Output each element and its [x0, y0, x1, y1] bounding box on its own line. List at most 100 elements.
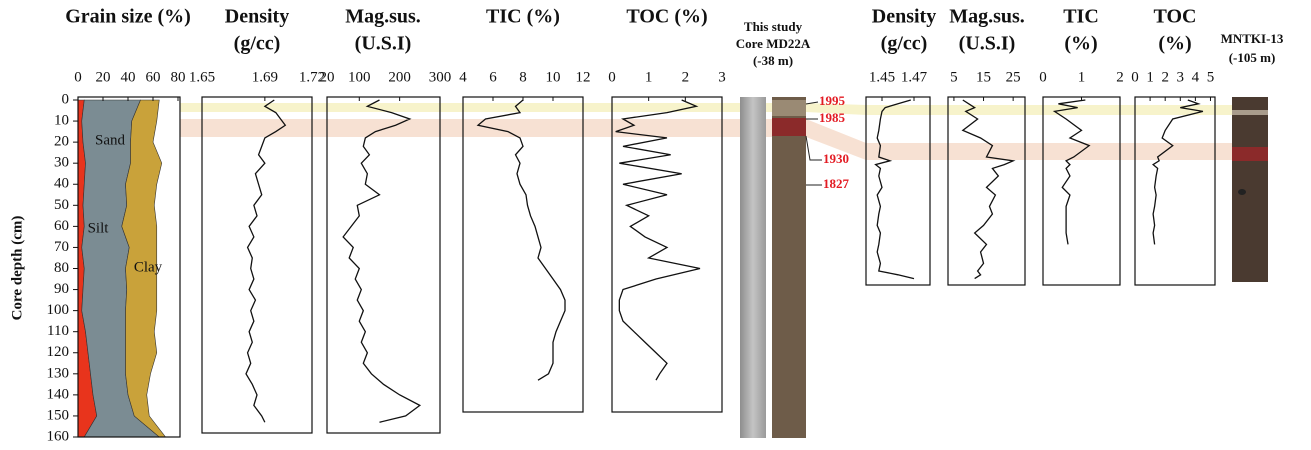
x-tick-label: 2: [682, 69, 690, 85]
panel-title: (g/cc): [881, 33, 928, 55]
x-tick-label: 1: [645, 69, 653, 85]
x-tick-label: 12: [576, 69, 591, 85]
panel-title: Density: [225, 6, 289, 28]
x-tick-label: 1.45: [869, 69, 895, 85]
x-tick-label: 5: [1207, 69, 1215, 85]
core-layer: [1232, 147, 1268, 161]
core-xray: [740, 97, 766, 438]
core-label: (-105 m): [1229, 50, 1276, 65]
core-layer: [772, 100, 806, 116]
profile-line: [245, 99, 287, 423]
y-axis-title: Core depth (cm): [9, 216, 25, 321]
panel-frame: [947, 96, 1026, 286]
date-label: 1930: [823, 151, 849, 166]
x-tick-label: 0: [1131, 69, 1139, 85]
x-tick-label: 60: [146, 69, 161, 85]
profile-line: [1152, 99, 1204, 245]
x-tick-label: 2: [1161, 69, 1169, 85]
date-label: 1827: [823, 176, 850, 191]
profile-line: [342, 99, 422, 423]
profile-line: [874, 99, 915, 280]
x-tick-label: 8: [519, 69, 527, 85]
y-tick-label: 10: [54, 113, 69, 129]
panel-title: (U.S.I): [959, 33, 1016, 55]
panel-title: TIC: [1063, 6, 1099, 28]
panel-frame: [1042, 96, 1121, 286]
y-tick-label: 150: [47, 407, 70, 423]
x-tick-label: 1: [1146, 69, 1154, 85]
profile-line: [961, 99, 1016, 280]
profile-line: [1052, 99, 1091, 245]
profile-line: [476, 99, 566, 381]
panel-frame: [462, 96, 584, 413]
y-tick-label: 100: [47, 302, 70, 318]
x-tick-label: 200: [388, 69, 411, 85]
x-tick-label: 20: [320, 69, 335, 85]
panel-title: Grain size (%): [65, 6, 191, 28]
x-tick-label: 0: [608, 69, 616, 85]
x-tick-label: 25: [1006, 69, 1021, 85]
core-clast: [1238, 189, 1246, 195]
y-tick-label: 20: [54, 134, 69, 150]
panel-title: (%): [1158, 33, 1191, 55]
correlation-band: [180, 103, 1268, 115]
panel-title: (g/cc): [234, 33, 281, 55]
x-tick-label: 300: [429, 69, 452, 85]
y-tick-label: 90: [54, 281, 69, 297]
core-label: MNTKI-13: [1221, 31, 1284, 46]
profile-line: [615, 99, 701, 381]
y-tick-label: 130: [47, 365, 70, 381]
x-tick-label: 4: [459, 69, 467, 85]
x-tick-label: 40: [121, 69, 136, 85]
panel-frame: [77, 96, 181, 438]
date-label: 1985: [819, 110, 846, 125]
core-layer: [772, 118, 806, 136]
x-tick-label: 4: [1192, 69, 1200, 85]
y-tick-label: 160: [47, 428, 70, 444]
y-tick-label: 40: [54, 176, 69, 192]
panel-frame: [865, 96, 931, 286]
x-tick-label: 1: [1078, 69, 1086, 85]
panel-title: TOC (%): [626, 6, 707, 28]
y-tick-label: 120: [47, 344, 70, 360]
panel-frame: [611, 96, 723, 413]
y-tick-label: 50: [54, 197, 69, 213]
date-label: 1995: [819, 93, 846, 108]
core-label: Core MD22A: [736, 36, 811, 51]
area-label: Clay: [134, 259, 163, 275]
y-tick-label: 140: [47, 386, 70, 402]
panel-title: TIC (%): [486, 6, 560, 28]
x-tick-label: 3: [1177, 69, 1185, 85]
x-tick-label: 100: [348, 69, 371, 85]
y-tick-label: 80: [54, 260, 69, 276]
core-label: This study: [744, 19, 803, 34]
y-tick-label: 30: [54, 155, 69, 171]
area-label: Sand: [95, 132, 126, 148]
correlation-band: [180, 119, 1268, 160]
panel-title: Mag.sus.: [345, 6, 421, 28]
x-tick-label: 0: [1039, 69, 1047, 85]
core2-photo: [1232, 97, 1268, 282]
x-tick-label: 1.65: [189, 69, 215, 85]
y-tick-label: 110: [47, 323, 69, 339]
core-label: (-38 m): [753, 53, 793, 68]
core-layer: [1232, 110, 1268, 115]
y-tick-label: 60: [54, 218, 69, 234]
y-tick-label: 0: [62, 91, 70, 107]
x-tick-label: 1.72: [299, 69, 325, 85]
x-tick-label: 80: [171, 69, 186, 85]
area-label: Silt: [88, 220, 110, 236]
panel-frame: [201, 96, 313, 434]
panel-title: (%): [1064, 33, 1097, 55]
core-photo: [772, 97, 806, 438]
panel-title: Density: [872, 6, 936, 28]
panel-title: Mag.sus.: [949, 6, 1025, 28]
panel-frame: [1134, 96, 1216, 286]
x-tick-label: 5: [950, 69, 958, 85]
x-tick-label: 6: [489, 69, 497, 85]
x-tick-label: 2: [1116, 69, 1124, 85]
x-tick-label: 15: [976, 69, 991, 85]
panel-frame: [326, 96, 441, 434]
y-tick-label: 70: [54, 239, 69, 255]
